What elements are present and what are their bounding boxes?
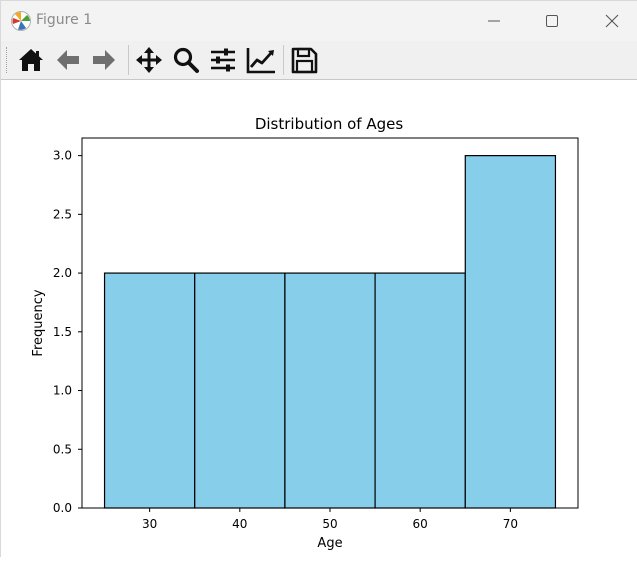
y-tick-label: 3.0 [53, 149, 72, 163]
histogram-bar [284, 272, 376, 509]
x-tick-label: 30 [142, 517, 157, 531]
zoom-button[interactable] [171, 45, 201, 75]
pan-button[interactable] [134, 45, 164, 75]
window-title: Figure 1 [36, 12, 93, 28]
navigation-toolbar [1, 41, 637, 80]
chart-title: Distribution of Ages [255, 115, 404, 133]
maximize-button[interactable] [529, 1, 575, 41]
back-arrow-icon [57, 50, 79, 70]
pan-move-icon [136, 47, 162, 73]
configure-subplots-button[interactable] [208, 45, 238, 75]
bars-group [103, 155, 557, 509]
histogram-bar [374, 272, 466, 509]
x-tick-label: 70 [503, 517, 518, 531]
forward-arrow-icon [93, 50, 115, 70]
close-icon [605, 14, 619, 28]
y-tick-label: 2.0 [53, 266, 72, 280]
y-tick-label: 0.0 [53, 501, 72, 515]
matplotlib-app-icon [11, 11, 31, 31]
home-icon [19, 49, 43, 71]
edit-axis-button[interactable] [245, 45, 275, 75]
y-tick-label: 1.0 [53, 384, 72, 398]
x-tick-label: 60 [413, 517, 428, 531]
y-tick-label: 1.5 [53, 325, 72, 339]
toolbar-separator [128, 45, 129, 75]
home-button[interactable] [16, 45, 46, 75]
minimize-button[interactable] [471, 1, 517, 41]
y-tick-label: 0.5 [53, 442, 72, 456]
histogram-chart: Distribution of Ages 30 40 50 60 70 0.0 0.5 1.… [31, 115, 579, 551]
y-tick-label: 2.5 [53, 207, 72, 221]
forward-button[interactable] [89, 45, 119, 75]
minimize-icon [488, 20, 500, 22]
save-disk-icon [291, 47, 318, 74]
x-tick-label: 50 [322, 517, 337, 531]
configure-subplots-icon [211, 48, 235, 72]
x-axis: 30 40 50 60 70 [142, 508, 518, 531]
x-tick-label: 40 [232, 517, 247, 531]
close-button[interactable] [589, 1, 635, 41]
toolbar-separator [283, 45, 284, 75]
histogram-bar [464, 155, 557, 509]
y-axis-label: Frequency [31, 289, 46, 356]
edit-axis-icon [246, 48, 275, 74]
back-button[interactable] [53, 45, 83, 75]
save-button[interactable] [289, 45, 319, 75]
maximize-icon [546, 15, 558, 27]
zoom-magnifier-icon [173, 47, 199, 73]
histogram-bar [103, 272, 196, 509]
histogram-bar [194, 272, 286, 509]
toolbar-grip[interactable] [6, 47, 9, 73]
figure-canvas[interactable]: Distribution of Ages 30 40 50 60 70 0.0 0.5 1.… [1, 80, 637, 558]
y-axis: 0.0 0.5 1.0 1.5 2.0 2.5 3.0 [53, 149, 82, 515]
x-axis-label: Age [317, 536, 342, 551]
title-bar[interactable]: Figure 1 [1, 1, 637, 41]
